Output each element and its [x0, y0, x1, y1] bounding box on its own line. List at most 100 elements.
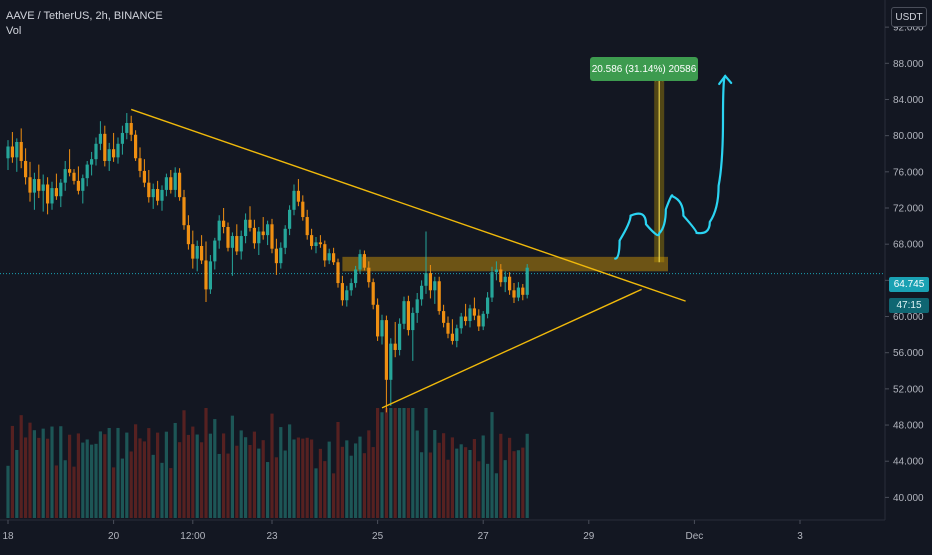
volume-bar [160, 462, 164, 518]
volume-bar [459, 444, 463, 518]
candle-body [402, 301, 406, 324]
volume-bar [257, 448, 261, 518]
price-tick-label: 44.000 [893, 457, 924, 468]
candle-body [424, 273, 428, 286]
volume-bar [358, 436, 362, 518]
currency-button[interactable]: USDT [891, 7, 927, 27]
volume-bar [142, 441, 146, 518]
volume-bar [173, 422, 177, 518]
volume-bar [178, 442, 182, 518]
candle-body [389, 343, 393, 380]
candle-body [288, 209, 292, 229]
time-tick-label: 20 [108, 531, 120, 542]
volume-bar [314, 468, 318, 518]
candle-body [525, 267, 529, 295]
candle-body [63, 169, 67, 183]
candle-body [134, 134, 138, 159]
volume-bar [98, 431, 102, 518]
volume-bar [19, 415, 23, 518]
volume-bar [279, 427, 283, 518]
candle-body [208, 261, 212, 290]
volume-bar [323, 461, 327, 518]
candle-body [376, 304, 380, 337]
volume-bar [213, 419, 217, 518]
volume-indicator-label[interactable]: Vol [6, 25, 22, 37]
volume-bar [415, 430, 419, 518]
volume-bar [437, 442, 441, 518]
volume-bar [50, 426, 54, 518]
price-tick-label: 40.000 [893, 493, 924, 504]
volume-bar [503, 460, 507, 518]
volume-bar [318, 448, 322, 518]
candle-body [186, 225, 190, 245]
candle-body [68, 169, 72, 173]
candle-body [112, 149, 116, 158]
volume-bar [340, 446, 344, 518]
price-range-label[interactable]: 20.586 (31.14%) 20586 [590, 57, 698, 81]
volume-bar [292, 439, 296, 518]
candle-body [244, 219, 248, 237]
candle-body [19, 141, 23, 161]
volume-bar [376, 408, 380, 518]
candle-body [314, 242, 318, 246]
volume-bar [112, 467, 116, 518]
ascending-trendline [381, 288, 642, 409]
volume-bar [59, 426, 63, 518]
price-tick-label: 48.000 [893, 421, 924, 432]
candle-body [345, 290, 349, 301]
candle-body [332, 253, 336, 263]
volume-bar [508, 437, 512, 518]
volume-bar [120, 458, 124, 518]
candle-body [340, 283, 344, 301]
volume-bar [6, 465, 10, 518]
candle-body [503, 276, 507, 283]
projected-path [614, 74, 727, 260]
volume-bar [10, 425, 14, 518]
candle-body [494, 269, 498, 273]
price-tick-label: 76.000 [893, 167, 924, 178]
candle-body [521, 287, 525, 295]
candle-body [292, 190, 296, 210]
volume-bar [125, 432, 129, 518]
volume-bar [296, 437, 300, 518]
candle-body [296, 190, 300, 202]
price-tick-label: 72.000 [893, 204, 924, 215]
candle-body [81, 178, 85, 191]
candle-body [327, 253, 331, 261]
candle-body [323, 244, 327, 261]
volume-bar [252, 431, 256, 518]
volume-bar [46, 438, 50, 518]
time-tick-label: 25 [372, 531, 384, 542]
volume-bar [389, 408, 393, 518]
volume-bar [362, 453, 366, 518]
price-tick-label: 88.000 [893, 59, 924, 70]
volume-bar [235, 445, 239, 518]
price-tick-label: 56.000 [893, 348, 924, 359]
candle-body [411, 312, 415, 331]
volume-bar [450, 437, 454, 518]
candle-body [358, 254, 362, 270]
volume-bar [147, 428, 151, 518]
volume-bar [63, 460, 67, 518]
time-tick-label: 18 [2, 531, 14, 542]
candle-body [116, 143, 120, 158]
volume-bar [24, 437, 28, 518]
candle-body [305, 217, 309, 236]
candle-body [41, 184, 45, 191]
projected-arrowhead [718, 74, 733, 86]
symbol-title[interactable]: AAVE / TetherUS, 2h, BINANCE [6, 10, 163, 22]
volume-bar [512, 451, 516, 518]
volume-bar [90, 444, 94, 518]
volume-bar [464, 447, 468, 518]
volume-bar [336, 422, 340, 518]
candle-body [107, 149, 111, 161]
volume-bar [402, 408, 406, 518]
volume-bar [68, 434, 72, 518]
volume-bar [186, 434, 190, 518]
time-tick-label: 27 [478, 531, 490, 542]
candle-body [442, 311, 446, 323]
candle-body [129, 122, 133, 135]
volume-bar [107, 427, 111, 518]
